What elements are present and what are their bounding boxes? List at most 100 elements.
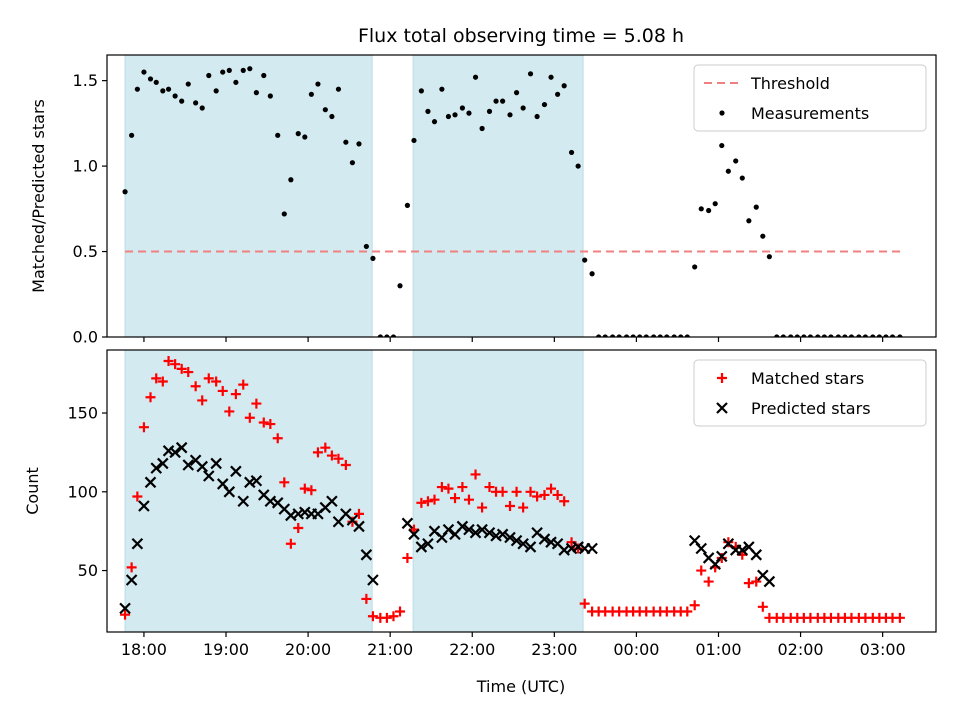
data-point — [750, 549, 763, 561]
data-point — [541, 101, 548, 108]
y-tick-label: 50 — [78, 561, 98, 580]
data-point — [889, 334, 896, 337]
data-point — [157, 457, 169, 470]
legend-label: Measurements — [751, 104, 869, 123]
data-point — [496, 528, 509, 541]
data-point — [119, 602, 131, 615]
data-point — [552, 489, 563, 500]
data-point — [894, 612, 905, 623]
legend-box — [693, 64, 927, 132]
data-point — [244, 412, 255, 423]
data-point — [692, 264, 698, 270]
data-point — [484, 482, 495, 493]
data-point — [513, 90, 520, 96]
data-point — [185, 81, 191, 87]
data-point — [425, 108, 431, 114]
data-point — [442, 523, 455, 536]
data-point — [698, 206, 704, 212]
y-axis-label: Count — [23, 467, 42, 515]
data-point — [388, 611, 399, 622]
data-point — [518, 502, 529, 513]
data-point — [233, 79, 239, 85]
data-point — [402, 552, 413, 563]
data-point — [299, 483, 310, 494]
x-tick-label: 03:00 — [860, 640, 906, 659]
count-panel: 18:00 19:00 20:00 21:00 22:00 23:00 00:00 01:00… — [23, 349, 937, 659]
data-point — [353, 508, 364, 519]
data-point — [326, 495, 338, 508]
data-point — [367, 611, 378, 622]
data-point — [483, 526, 496, 539]
data-point — [253, 90, 259, 96]
data-point — [179, 98, 185, 104]
data-point — [411, 137, 417, 144]
data-point — [340, 460, 351, 471]
y-tick-label: 0.0 — [73, 328, 98, 347]
data-point — [470, 469, 481, 480]
data-point — [568, 149, 575, 156]
data-point — [308, 91, 314, 97]
x-tick-label: 19:00 — [203, 640, 249, 659]
data-point — [525, 486, 536, 497]
data-point — [651, 334, 657, 337]
data-point — [630, 334, 636, 337]
data-point — [794, 334, 800, 337]
data-point — [524, 541, 537, 553]
data-point — [510, 534, 523, 547]
data-point — [163, 356, 174, 367]
data-point — [183, 367, 194, 378]
data-point — [125, 574, 138, 586]
data-point — [315, 81, 321, 87]
data-point — [335, 86, 342, 92]
observing-window-1 — [125, 350, 373, 632]
x-tick-label: 00:00 — [613, 640, 659, 659]
data-point — [876, 334, 882, 337]
data-point — [272, 433, 283, 444]
data-point — [450, 493, 461, 504]
data-point — [586, 542, 598, 555]
data-point — [240, 67, 246, 73]
data-point — [719, 142, 725, 149]
data-point — [360, 549, 373, 561]
data-point — [279, 477, 290, 488]
data-point — [144, 476, 157, 489]
data-point — [203, 373, 214, 384]
data-point — [643, 334, 649, 337]
data-point — [725, 168, 731, 174]
data-point — [172, 93, 178, 99]
data-point — [129, 132, 135, 138]
data-point — [746, 218, 752, 224]
data-point — [505, 500, 516, 511]
plot-area — [122, 66, 903, 337]
legend-label: Matched stars — [751, 369, 864, 388]
data-point — [120, 609, 131, 620]
data-point — [250, 474, 263, 487]
data-point — [302, 134, 308, 140]
x-tick-label: 02:00 — [778, 640, 824, 659]
x-tick-label: 20:00 — [285, 640, 331, 659]
data-point — [377, 334, 383, 337]
data-point — [507, 112, 513, 118]
data-point — [390, 334, 397, 337]
data-point — [616, 334, 622, 337]
data-point — [224, 406, 235, 417]
data-point — [736, 544, 749, 556]
data-point — [126, 562, 137, 573]
data-point — [230, 465, 242, 478]
data-point — [684, 334, 690, 337]
data-point — [457, 482, 468, 493]
data-point — [520, 105, 526, 111]
legend-marker — [719, 110, 725, 116]
data-point — [582, 257, 588, 263]
data-point — [848, 334, 855, 337]
data-point — [443, 483, 454, 494]
data-point — [445, 113, 452, 120]
data-point — [170, 359, 181, 370]
data-point — [538, 533, 551, 545]
data-point — [267, 93, 273, 99]
legend-label: Predicted stars — [751, 399, 871, 418]
data-point — [561, 83, 567, 89]
data-point — [220, 69, 226, 75]
data-point — [288, 177, 294, 183]
data-point — [199, 105, 205, 111]
